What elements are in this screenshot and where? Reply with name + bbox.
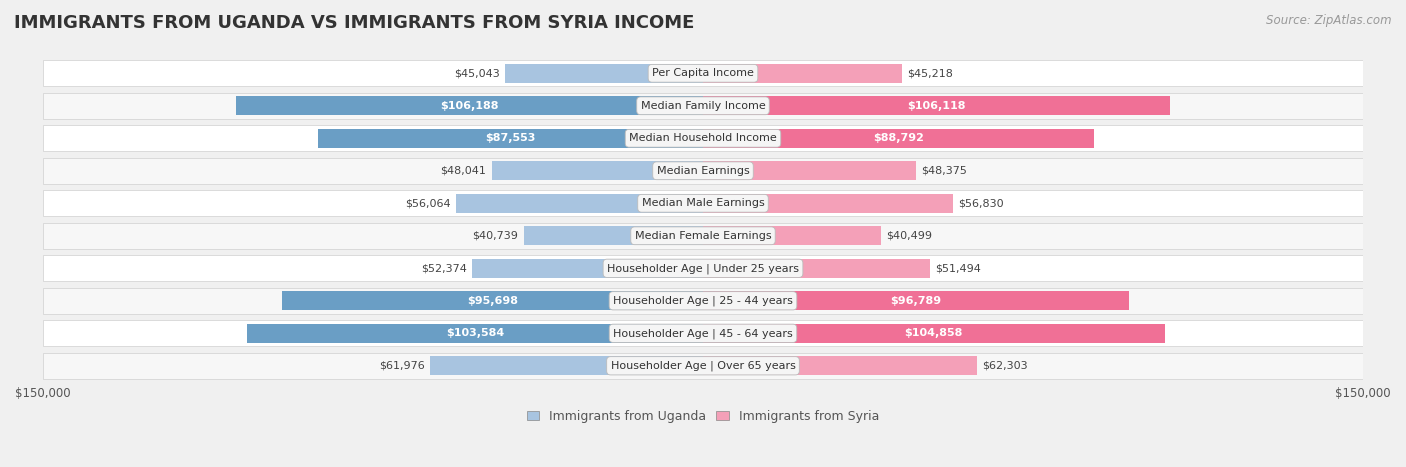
Text: Householder Age | Under 25 years: Householder Age | Under 25 years <box>607 263 799 274</box>
Bar <box>318 129 703 148</box>
Bar <box>472 259 703 278</box>
Text: Householder Age | Over 65 years: Householder Age | Over 65 years <box>610 361 796 371</box>
Text: $45,218: $45,218 <box>907 68 953 78</box>
Text: $56,064: $56,064 <box>405 198 451 208</box>
FancyBboxPatch shape <box>42 190 1364 216</box>
Text: IMMIGRANTS FROM UGANDA VS IMMIGRANTS FROM SYRIA INCOME: IMMIGRANTS FROM UGANDA VS IMMIGRANTS FRO… <box>14 14 695 32</box>
Text: $106,118: $106,118 <box>907 101 966 111</box>
Text: Median Female Earnings: Median Female Earnings <box>634 231 772 241</box>
Text: Householder Age | 45 - 64 years: Householder Age | 45 - 64 years <box>613 328 793 339</box>
Text: $48,375: $48,375 <box>921 166 967 176</box>
Text: $62,303: $62,303 <box>983 361 1028 371</box>
Text: Median Male Earnings: Median Male Earnings <box>641 198 765 208</box>
FancyBboxPatch shape <box>42 125 1364 151</box>
Text: $51,494: $51,494 <box>935 263 981 273</box>
Text: Source: ZipAtlas.com: Source: ZipAtlas.com <box>1267 14 1392 27</box>
FancyBboxPatch shape <box>42 158 1364 184</box>
Text: $61,976: $61,976 <box>380 361 425 371</box>
Bar <box>281 291 703 310</box>
Text: Median Family Income: Median Family Income <box>641 101 765 111</box>
FancyBboxPatch shape <box>42 255 1364 281</box>
Text: $52,374: $52,374 <box>422 263 467 273</box>
Text: $103,584: $103,584 <box>446 328 505 338</box>
FancyBboxPatch shape <box>42 93 1364 119</box>
Text: $48,041: $48,041 <box>440 166 486 176</box>
Bar <box>703 259 929 278</box>
Bar <box>492 162 703 180</box>
Text: $104,858: $104,858 <box>904 328 963 338</box>
Text: $88,792: $88,792 <box>873 133 924 143</box>
FancyBboxPatch shape <box>42 320 1364 347</box>
Bar <box>505 64 703 83</box>
Text: $95,698: $95,698 <box>467 296 517 306</box>
Bar <box>703 129 1094 148</box>
Text: $45,043: $45,043 <box>454 68 499 78</box>
Bar <box>247 324 703 343</box>
Text: Median Earnings: Median Earnings <box>657 166 749 176</box>
Bar <box>703 194 953 212</box>
Text: $106,188: $106,188 <box>440 101 499 111</box>
Bar <box>430 356 703 375</box>
FancyBboxPatch shape <box>42 60 1364 86</box>
Text: Median Household Income: Median Household Income <box>628 133 778 143</box>
Bar <box>703 64 903 83</box>
FancyBboxPatch shape <box>42 288 1364 314</box>
Bar <box>457 194 703 212</box>
Bar <box>703 226 882 245</box>
Bar <box>523 226 703 245</box>
Legend: Immigrants from Uganda, Immigrants from Syria: Immigrants from Uganda, Immigrants from … <box>522 405 884 428</box>
Bar <box>703 291 1129 310</box>
Text: $87,553: $87,553 <box>485 133 536 143</box>
FancyBboxPatch shape <box>42 223 1364 249</box>
Bar <box>703 96 1170 115</box>
Bar <box>703 356 977 375</box>
Text: $96,789: $96,789 <box>890 296 942 306</box>
Text: $40,739: $40,739 <box>472 231 519 241</box>
Text: $40,499: $40,499 <box>887 231 932 241</box>
Text: Per Capita Income: Per Capita Income <box>652 68 754 78</box>
Bar <box>703 162 915 180</box>
Text: Householder Age | 25 - 44 years: Householder Age | 25 - 44 years <box>613 296 793 306</box>
FancyBboxPatch shape <box>42 353 1364 379</box>
Bar <box>236 96 703 115</box>
Text: $56,830: $56,830 <box>959 198 1004 208</box>
Bar <box>703 324 1164 343</box>
